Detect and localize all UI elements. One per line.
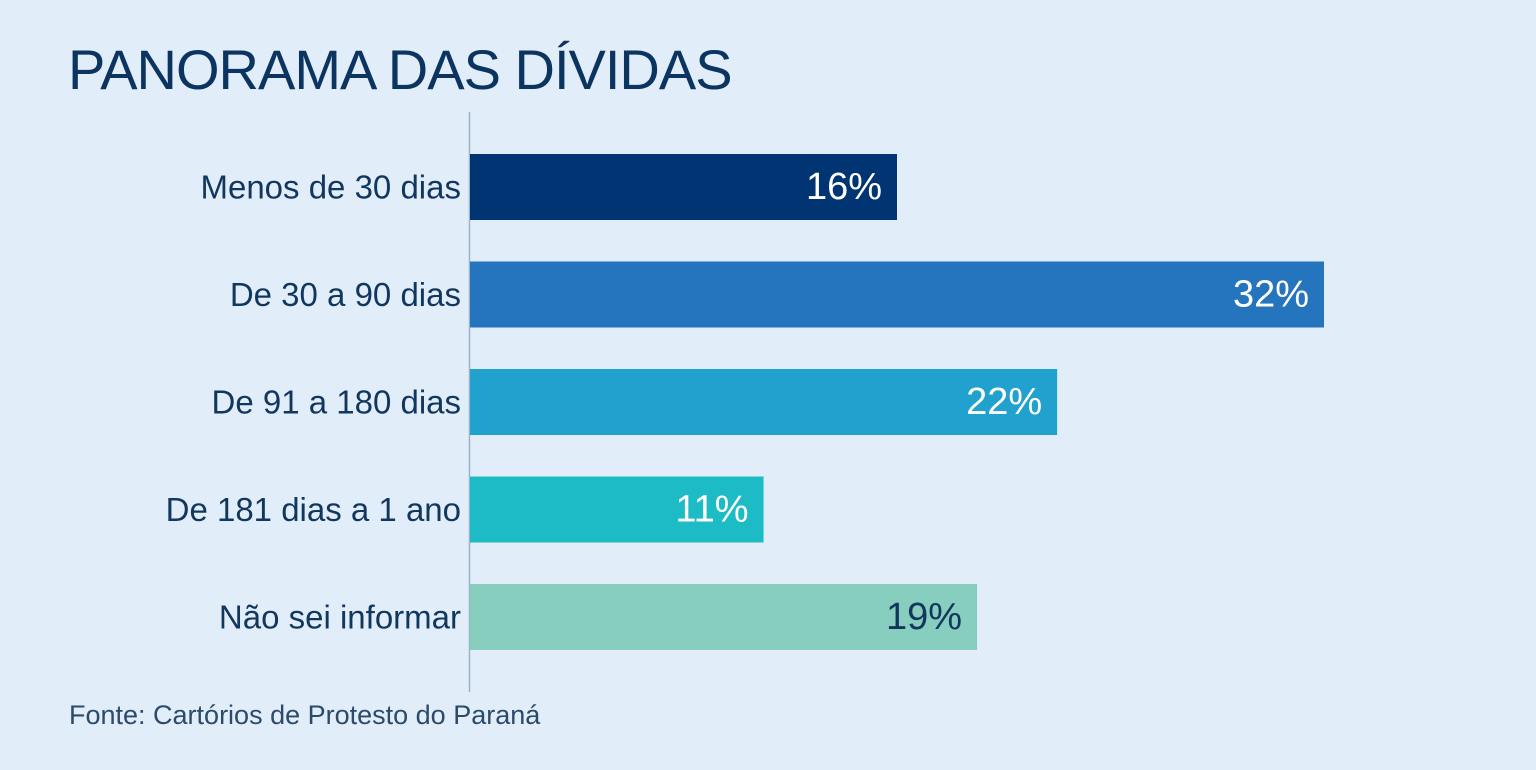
- bar-value-label: 16%: [806, 166, 882, 208]
- bar-value-label: 19%: [886, 596, 962, 638]
- bar: [470, 369, 1058, 435]
- bar-value-label: 22%: [966, 381, 1042, 423]
- source-note: Fonte: Cartórios de Protesto do Paraná: [69, 700, 541, 730]
- chart-title: PANORAMA DAS DÍVIDAS: [68, 38, 733, 101]
- bar: [470, 584, 978, 650]
- category-label: Não sei informar: [219, 599, 461, 636]
- bar: [470, 154, 897, 220]
- bar-value-label: 32%: [1233, 274, 1309, 316]
- bar-value-label: 11%: [675, 489, 748, 531]
- category-label: De 181 dias a 1 ano: [166, 491, 461, 528]
- category-label: De 30 a 90 dias: [230, 276, 461, 313]
- bar: [470, 476, 764, 543]
- category-label: Menos de 30 dias: [200, 169, 461, 206]
- category-label: De 91 a 180 dias: [211, 384, 461, 421]
- bar: [470, 261, 1324, 328]
